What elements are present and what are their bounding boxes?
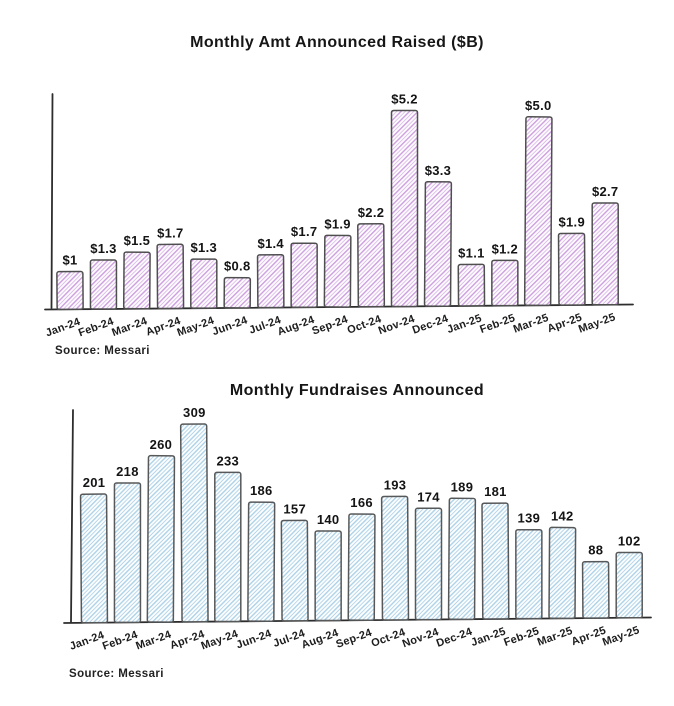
y-axis-line bbox=[70, 409, 74, 623]
bar-value-label: 193 bbox=[384, 477, 407, 492]
bar-value-label: 139 bbox=[518, 511, 541, 526]
bar-Feb-24 bbox=[89, 259, 118, 310]
x-tick-label: May-25 bbox=[601, 624, 641, 648]
bar-value-label: 157 bbox=[283, 501, 306, 516]
bar-value-label: $1.2 bbox=[492, 241, 519, 256]
bar-value-label: $1.3 bbox=[90, 241, 117, 256]
bar-Dec-24 bbox=[447, 497, 477, 621]
bar-value-label: 142 bbox=[551, 508, 574, 523]
bar-Jun-24 bbox=[247, 501, 276, 622]
amt-raised-chart-title: Monthly Amt Announced Raised ($B) bbox=[190, 34, 484, 51]
bar-Mar-24 bbox=[122, 251, 151, 310]
fundraises-count-chart-canvas: 201Jan-24218Feb-24260Mar-24309Apr-24233M… bbox=[63, 405, 652, 653]
bar-value-label: 166 bbox=[350, 495, 373, 510]
bar-value-label: 140 bbox=[317, 512, 340, 527]
bar-value-label: $2.2 bbox=[358, 205, 385, 220]
bar-Apr-24 bbox=[156, 243, 185, 310]
bar-Feb-24 bbox=[113, 482, 142, 624]
bar-Mar-25 bbox=[548, 526, 577, 620]
fundraises-count-source-label: Source: Messari bbox=[69, 668, 164, 680]
bar-value-label: $5.2 bbox=[391, 91, 418, 106]
bar-value-label: $1.3 bbox=[191, 240, 218, 255]
bar-value-label: 174 bbox=[417, 489, 440, 504]
bar-value-label: 260 bbox=[150, 437, 173, 452]
bar-value-label: $1.4 bbox=[257, 236, 284, 251]
bar-Oct-24 bbox=[357, 222, 386, 308]
x-tick-label: Jun-24 bbox=[211, 314, 250, 338]
bar-May-25 bbox=[591, 202, 619, 306]
bar-Aug-24 bbox=[290, 242, 318, 309]
bar-Jan-24 bbox=[79, 493, 109, 624]
bar-Aug-24 bbox=[314, 530, 342, 622]
x-tick-label: Mar-25 bbox=[512, 312, 551, 336]
bar-May-24 bbox=[190, 258, 218, 309]
bar-May-25 bbox=[615, 551, 643, 619]
bar-Jan-25 bbox=[457, 263, 486, 307]
bar-value-label: $1 bbox=[62, 253, 77, 268]
bar-value-label: 309 bbox=[183, 405, 206, 420]
bar-Nov-24 bbox=[414, 507, 443, 621]
amt-raised-source-label: Source: Messari bbox=[55, 345, 150, 357]
fundraises-count-chart-title: Monthly Fundraises Announced bbox=[229, 382, 485, 399]
amt-raised-chart-canvas: $1Jan-24$1.3Feb-24$1.5Mar-24$1.7Apr-24$1… bbox=[44, 91, 634, 339]
bar-value-label: 218 bbox=[116, 464, 139, 479]
bar-Feb-25 bbox=[515, 528, 543, 620]
x-tick-label: Mar-25 bbox=[536, 625, 575, 649]
bar-Jan-24 bbox=[56, 270, 84, 311]
bar-value-label: 102 bbox=[618, 533, 641, 548]
bar-value-label: 88 bbox=[588, 543, 603, 558]
bar-Dec-24 bbox=[423, 180, 453, 307]
bar-value-label: $1.9 bbox=[324, 216, 351, 231]
bar-value-label: 186 bbox=[250, 483, 273, 498]
bar-value-label: $1.5 bbox=[124, 233, 151, 248]
bar-Sep-24 bbox=[323, 234, 352, 308]
bar-Jul-24 bbox=[256, 253, 285, 309]
bar-Sep-24 bbox=[347, 513, 376, 622]
x-tick-label: May-25 bbox=[577, 311, 617, 335]
bar-Apr-25 bbox=[581, 560, 610, 619]
bar-Mar-25 bbox=[523, 116, 553, 307]
bar-value-label: 181 bbox=[484, 484, 507, 499]
x-tick-label: Sep-24 bbox=[334, 627, 374, 651]
bar-Jun-24 bbox=[223, 276, 252, 309]
bar-value-label: $5.0 bbox=[525, 98, 552, 113]
bar-Nov-24 bbox=[390, 109, 419, 308]
bar-Apr-25 bbox=[557, 232, 586, 306]
y-axis-line bbox=[50, 93, 54, 309]
bar-Apr-24 bbox=[179, 423, 209, 623]
bar-May-24 bbox=[214, 471, 242, 623]
bar-value-label: 201 bbox=[83, 475, 106, 490]
bar-Mar-24 bbox=[146, 454, 176, 623]
bar-value-label: 233 bbox=[217, 453, 240, 468]
bar-value-label: $0.8 bbox=[224, 259, 251, 274]
bar-Jul-24 bbox=[280, 519, 309, 622]
bar-value-label: 189 bbox=[451, 479, 474, 494]
bar-Oct-24 bbox=[380, 495, 410, 621]
bar-value-label: $1.7 bbox=[157, 225, 184, 240]
bar-value-label: $1.7 bbox=[291, 224, 318, 239]
bar-value-label: $3.3 bbox=[425, 163, 452, 178]
bar-value-label: $1.9 bbox=[558, 214, 585, 229]
x-tick-label: Jun-24 bbox=[235, 627, 274, 651]
bar-Jan-25 bbox=[481, 502, 510, 620]
bar-value-label: $1.1 bbox=[458, 245, 485, 260]
x-tick-label: Sep-24 bbox=[310, 313, 350, 337]
bar-value-label: $2.7 bbox=[592, 184, 619, 199]
bar-Feb-25 bbox=[491, 259, 519, 307]
